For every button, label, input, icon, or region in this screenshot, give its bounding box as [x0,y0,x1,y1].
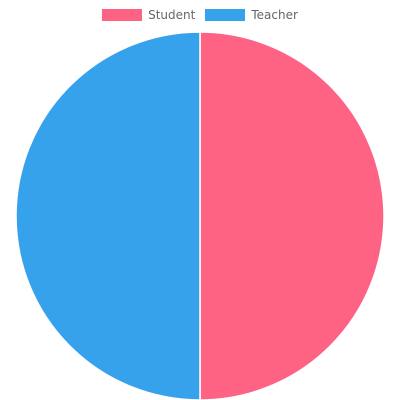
legend-label-teacher: Teacher [251,8,298,22]
legend-swatch-student [102,9,143,21]
legend-item-student[interactable]: Student [102,7,195,23]
legend-item-teacher[interactable]: Teacher [205,7,298,23]
legend: Student Teacher [0,7,400,23]
pie-slice-teacher[interactable] [15,31,201,400]
pie-slice-student[interactable] [199,31,385,400]
legend-label-student: Student [148,8,196,22]
legend-swatch-teacher [205,9,246,21]
